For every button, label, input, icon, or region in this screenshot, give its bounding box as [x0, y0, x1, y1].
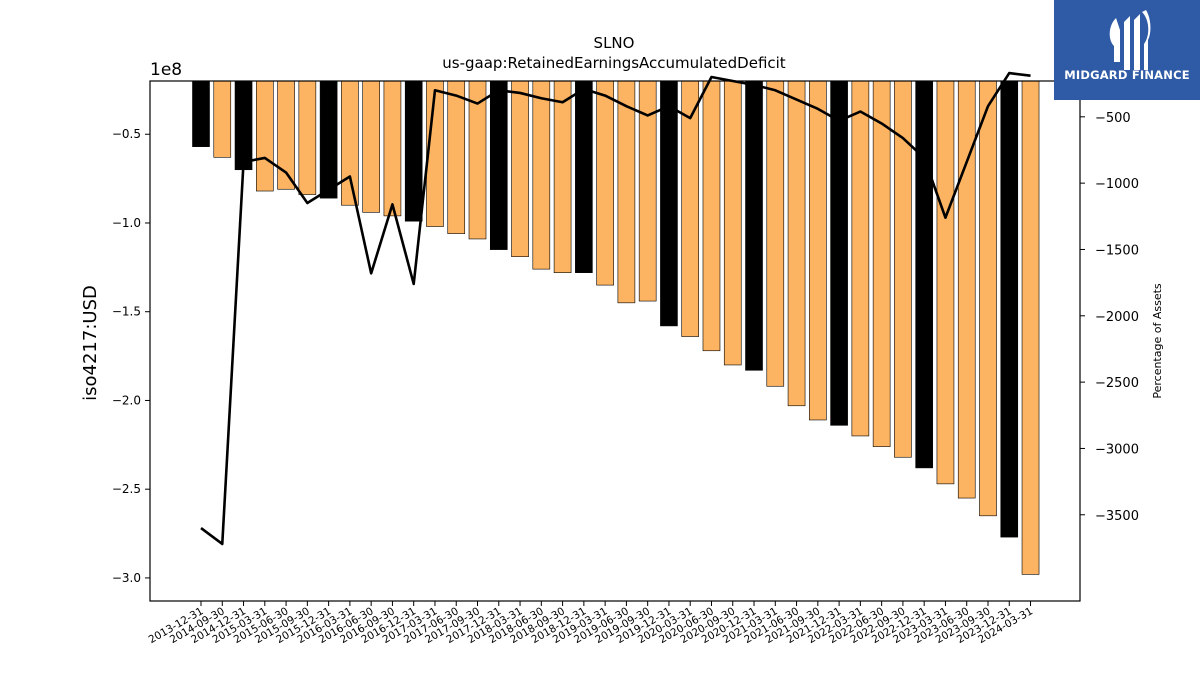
bar-2020-09-30 — [723, 80, 742, 366]
y-tick-label: −2.5 — [112, 482, 141, 496]
logo-mark-icon — [1109, 10, 1151, 70]
y2-axis-label: Percentage of Assets — [1151, 283, 1164, 399]
bar-2018-09-30 — [553, 80, 572, 273]
y-axis-label: iso4217:USD — [80, 285, 101, 401]
y2-tick-label: −3000 — [1095, 442, 1139, 457]
bar-2015-12-31 — [319, 80, 338, 199]
bar-2019-06-30 — [617, 80, 636, 304]
bar-2016-09-30 — [383, 80, 402, 217]
y-tick-label: −1.0 — [112, 216, 141, 230]
bar-2021-09-30 — [809, 80, 827, 421]
bar-2020-12-31 — [745, 80, 763, 371]
bar-2019-12-31 — [660, 80, 678, 327]
percentage-line — [200, 71, 1031, 546]
chart-subtitle: us-gaap:RetainedEarningsAccumulatedDefic… — [442, 54, 786, 72]
bar-2014-09-30 — [213, 80, 232, 158]
midgard-finance-logo: MIDGARD FINANCE — [1054, 0, 1200, 100]
bar-2015-09-30 — [298, 80, 317, 195]
bar-2023-09-30 — [979, 80, 997, 517]
bar-2021-06-30 — [787, 80, 806, 407]
plot-frame — [149, 80, 1081, 602]
bar-2013-12-31 — [192, 80, 210, 147]
y2-tick-label: −2500 — [1095, 376, 1139, 391]
chart-title: SLNO — [594, 34, 635, 52]
bar-2022-06-30 — [872, 80, 891, 447]
bar-2022-12-31 — [915, 80, 933, 469]
y-tick-label: −1.5 — [112, 305, 141, 319]
bars-layer — [192, 80, 1040, 575]
bar-2017-06-30 — [447, 80, 466, 234]
bar-2021-12-31 — [830, 80, 848, 426]
bar-2016-12-31 — [404, 80, 423, 222]
bar-2016-06-30 — [362, 80, 380, 213]
y-tick-label: −0.5 — [112, 127, 141, 141]
bar-2022-03-31 — [851, 80, 870, 437]
bar-2017-12-31 — [489, 80, 508, 250]
y-tick-label: −3.0 — [112, 571, 141, 585]
bar-2023-12-31 — [1000, 80, 1019, 538]
y-tick-label: −2.0 — [112, 393, 141, 407]
line-layer — [200, 71, 1031, 546]
bar-2015-03-31 — [256, 80, 274, 192]
y2-tick-label: −1000 — [1095, 177, 1139, 192]
bar-2018-03-31 — [511, 80, 529, 257]
y2-tick-label: −3500 — [1095, 509, 1139, 524]
bar-2019-03-31 — [596, 80, 614, 286]
bar-2014-12-31 — [234, 80, 253, 171]
logo-text: MIDGARD FINANCE — [1064, 68, 1190, 82]
y-multiplier-label: 1e8 — [150, 60, 182, 80]
bar-2020-06-30 — [702, 80, 721, 352]
y2-tick-label: −500 — [1095, 111, 1131, 126]
bar-2018-12-31 — [575, 80, 593, 273]
bar-2023-03-31 — [936, 80, 955, 485]
bar-2021-03-31 — [766, 80, 785, 387]
bar-2024-03-31 — [1021, 80, 1040, 575]
bar-2016-03-31 — [341, 80, 359, 206]
bar-2018-06-30 — [532, 80, 551, 270]
y2-tick-label: −1500 — [1095, 243, 1139, 258]
y2-tick-label: −2000 — [1095, 310, 1139, 325]
axes-layer: −0.5 −1.0 −1.5 −2.0 −2.5 −3.0 −500 −1000 −1500 −2… — [112, 80, 1139, 646]
